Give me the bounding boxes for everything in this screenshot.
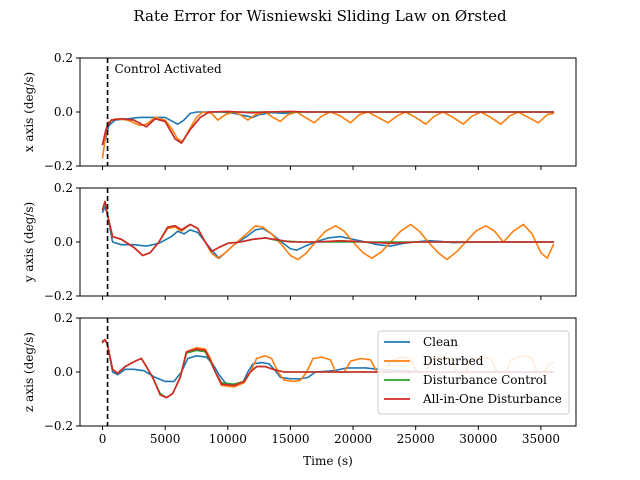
x-tick-label: 35000 [522, 432, 560, 446]
panels-group: −0.2 0.0 0.2 x axis (deg/s) Control Activate… [22, 51, 577, 446]
series-line-aio [101, 200, 555, 257]
control-activated-label: Control Activated [115, 62, 222, 76]
y-axis-label: y axis (deg/s) [22, 202, 36, 283]
series-line-aio [101, 338, 555, 399]
y-tick-label: −0.2 [44, 419, 73, 433]
legend-label-disturbed: Disturbed [423, 354, 484, 368]
x-tick-label: 30000 [459, 432, 497, 446]
y-tick-label: 0.0 [54, 365, 73, 379]
legend-label-dctrl: Disturbance Control [423, 373, 547, 387]
series-line-aio [101, 110, 555, 146]
series-group [101, 338, 555, 399]
legend-label-aio: All-in-One Disturbance [422, 392, 562, 406]
y-tick-label: 0.2 [54, 311, 73, 325]
series-line-clean [101, 206, 555, 259]
series-group [101, 110, 555, 159]
series-group [101, 200, 555, 261]
series-line-dctrl [101, 111, 555, 146]
x-tick-label: 5000 [150, 432, 181, 446]
y-axis-label: z axis (deg/s) [22, 332, 36, 412]
x-tick-label: 15000 [271, 432, 309, 446]
x-axis-label: Time (s) [303, 454, 353, 468]
legend-box [377, 330, 570, 415]
x-tick-label: 10000 [209, 432, 247, 446]
chart-title: Rate Error for Wisniewski Sliding Law on… [133, 7, 507, 25]
x-tick-label: 25000 [397, 432, 435, 446]
legend-label-clean: Clean [423, 335, 458, 349]
panel-1: −0.2 0.0 0.2 x axis (deg/s) Control Activate… [22, 51, 577, 173]
series-line-clean [101, 111, 555, 146]
y-axis-label: x axis (deg/s) [22, 72, 36, 152]
y-tick-label: −0.2 [44, 159, 73, 173]
x-tick-label: 20000 [334, 432, 372, 446]
y-tick-label: 0.0 [54, 235, 73, 249]
x-tick-label: 0 [99, 432, 107, 446]
y-tick-label: −0.2 [44, 289, 73, 303]
legend: Clean Disturbed Disturbance Control All-in-… [377, 330, 570, 415]
y-tick-label: 0.2 [54, 181, 73, 195]
y-tick-label: 0.2 [54, 51, 73, 65]
panel-2: −0.2 0.0 0.2 y axis (deg/s) [22, 181, 577, 303]
series-line-disturbed [101, 200, 555, 261]
panel-3: −0.2 0.0 0.2 0 5000 10000 15000 20000 25000 30000… [22, 311, 577, 446]
series-line-disturbed [101, 111, 555, 159]
y-tick-label: 0.0 [54, 105, 73, 119]
